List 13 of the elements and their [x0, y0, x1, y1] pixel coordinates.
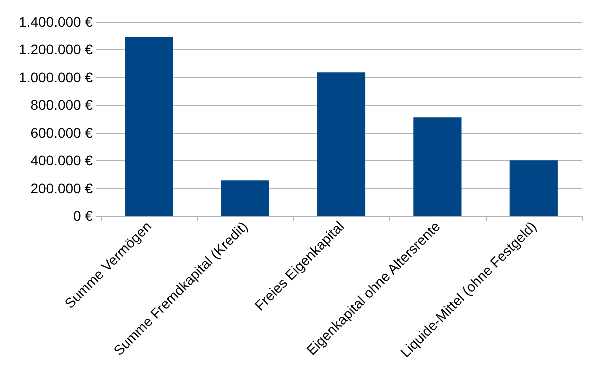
bar — [414, 118, 462, 216]
y-tick-label: 800.000 € — [30, 97, 94, 114]
bar — [125, 37, 174, 216]
y-tick-label: 200.000 € — [30, 180, 94, 196]
y-tick-label: 0 € — [74, 208, 94, 224]
y-tick-label: 1.200.000 € — [19, 42, 94, 58]
bar — [510, 160, 558, 216]
y-tick-label: 1.400.000 € — [19, 14, 94, 30]
y-tick-label: 1.000.000 € — [19, 69, 94, 86]
bar — [317, 72, 366, 216]
y-tick-label: 400.000 € — [30, 152, 94, 169]
bar — [221, 180, 270, 216]
y-tick-label: 600.000 € — [30, 124, 94, 141]
